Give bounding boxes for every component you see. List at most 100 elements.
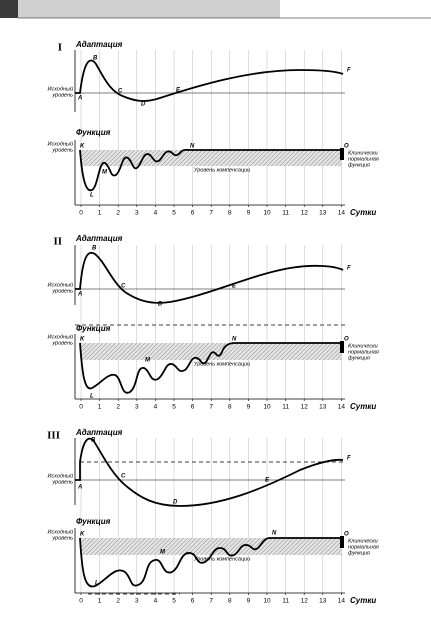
compensation-band (80, 538, 342, 555)
baseline-label: Исходный (48, 140, 73, 147)
curve-point: A (77, 96, 82, 102)
normal-marker (340, 341, 344, 353)
curve-point: E (265, 478, 270, 484)
tick-label: 9 (247, 210, 251, 217)
tick-label: 7 (209, 598, 213, 605)
tick-label: 13 (319, 210, 327, 217)
normal-label: нормальная (348, 156, 379, 162)
axis-label: Сутки (350, 402, 376, 411)
tick-label: 13 (319, 598, 327, 605)
tick-label: 14 (338, 404, 346, 411)
axis-label: Сутки (350, 208, 376, 217)
curve-point: N (272, 531, 277, 537)
curve-point: E (232, 284, 237, 290)
tick-label: 4 (154, 598, 158, 605)
adaptation-curve (75, 437, 344, 507)
tick-label: 10 (263, 210, 271, 217)
tick-label: 6 (191, 210, 195, 217)
curve-point: C (121, 284, 126, 290)
tick-label: 12 (301, 598, 309, 605)
curve-point: K (80, 532, 85, 538)
header-mark (0, 0, 18, 18)
tick-label: 3 (135, 210, 139, 217)
header-bar (18, 0, 280, 18)
curve-point: N (232, 337, 237, 343)
curve-point: O (344, 532, 349, 538)
tick-label: 2 (116, 210, 120, 217)
curve-point: F (347, 456, 351, 462)
panel-numeral: I (58, 42, 62, 54)
curve-point: A (77, 292, 82, 298)
tick-label: 8 (228, 598, 232, 605)
baseline-label: Исходный (48, 333, 73, 340)
tick-label: 0 (79, 404, 83, 411)
tick-label: 1 (98, 210, 102, 217)
curve-point: M (160, 550, 166, 556)
normal-label: нормальная (348, 349, 379, 355)
compensation-label: Уровень компенсации (193, 556, 250, 562)
adaptation-title: Адаптация (75, 40, 123, 49)
normal-label: функция (348, 550, 370, 556)
tick-label: 7 (209, 210, 213, 217)
tick-label: 7 (209, 404, 213, 411)
curve-point: B (91, 438, 96, 444)
baseline-label: уровень (51, 92, 73, 98)
baseline-label: Исходный (48, 85, 73, 92)
normal-label: Клинически (348, 538, 378, 544)
function-title: Функция (76, 324, 111, 333)
curve-point: C (118, 89, 123, 95)
tick-label: 0 (79, 598, 83, 605)
tick-label: 0 (79, 210, 83, 217)
curve-point: D (173, 500, 178, 506)
tick-label: 13 (319, 404, 327, 411)
function-curve (79, 342, 342, 394)
curve-point: O (344, 144, 349, 150)
curve-point: D (158, 302, 163, 308)
tick-label: 5 (172, 404, 176, 411)
compensation-label: Уровень компенсации (193, 361, 250, 367)
normal-marker (340, 536, 344, 548)
baseline-label: уровень (51, 479, 73, 485)
curve-point: M (102, 170, 108, 176)
curve-point: D (141, 102, 146, 108)
tick-label: 1 (98, 598, 102, 605)
normal-label: Клинически (348, 150, 378, 156)
normal-label: функция (348, 355, 370, 361)
tick-label: 5 (172, 210, 176, 217)
function-title: Функция (76, 128, 111, 137)
curve-point: L (90, 394, 94, 400)
baseline-label: уровень (51, 340, 73, 346)
axis-label: Сутки (350, 596, 376, 605)
tick-label: 14 (338, 598, 346, 605)
tick-label: 6 (191, 404, 195, 411)
tick-label: 3 (135, 404, 139, 411)
curve-point: B (93, 56, 98, 62)
curve-point: F (347, 266, 351, 272)
panel-numeral: III (47, 430, 60, 442)
tick-label: 2 (116, 598, 120, 605)
tick-label: 8 (228, 404, 232, 411)
compensation-band (80, 150, 342, 166)
tick-label: 14 (338, 210, 346, 217)
tick-label: 8 (228, 210, 232, 217)
adaptation-title: Адаптация (75, 428, 123, 437)
tick-label: 3 (135, 598, 139, 605)
compensation-label: Уровень компенсации (193, 167, 250, 173)
normal-label: нормальная (348, 544, 379, 550)
function-curve (79, 148, 342, 192)
tick-label: 5 (172, 598, 176, 605)
curve-point: C (121, 474, 126, 480)
compensation-band (80, 343, 342, 360)
adaptation-title: Адаптация (75, 234, 123, 243)
tick-label: 11 (282, 404, 289, 411)
tick-label: 11 (282, 210, 289, 217)
baseline-label: уровень (51, 147, 73, 153)
curve-point: L (95, 581, 99, 587)
adaptation-curve (75, 59, 344, 102)
curve-point: K (80, 144, 85, 150)
curve-point: F (347, 68, 351, 74)
tick-label: 9 (247, 404, 251, 411)
normal-marker (340, 148, 344, 160)
curve-point: O (344, 337, 349, 343)
